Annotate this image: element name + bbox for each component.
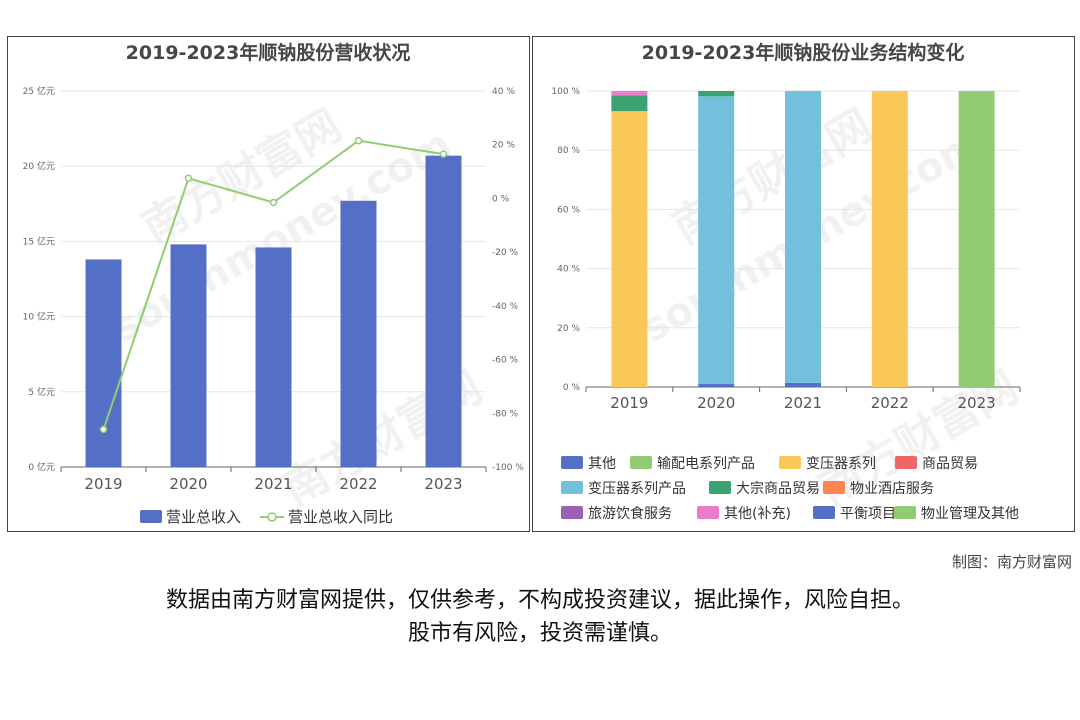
chart-title: 2019-2023年顺钠股份业务结构变化 xyxy=(642,41,965,64)
legend-swatch xyxy=(630,456,652,469)
y-left-tick-label: 25 亿元 xyxy=(23,85,55,97)
legend-swatch xyxy=(561,456,583,469)
y-tick-label: 40 % xyxy=(557,265,580,275)
legend-swatch xyxy=(697,506,719,519)
legend-label: 大宗商品贸易 xyxy=(736,481,820,497)
x-tick-label: 2023 xyxy=(424,475,462,493)
y-tick-label: 100 % xyxy=(551,87,580,97)
business-structure-chart: 南方财富网southmoney.com南方财富网2019-2023年顺钠股份业务… xyxy=(551,41,1026,522)
y-tick-label: 20 % xyxy=(557,324,580,334)
stack-segment xyxy=(611,91,648,96)
stack-segment xyxy=(611,95,648,112)
revenue-chart: 南方财富网southmoney.com南方财富网2019-2023年顺钠股份营收… xyxy=(23,41,525,526)
legend-swatch xyxy=(779,456,801,469)
y-tick-label: 0 % xyxy=(563,383,581,393)
yoy-point xyxy=(269,198,278,207)
y-left-tick-label: 0 亿元 xyxy=(28,461,55,473)
y-left-tick-label: 20 亿元 xyxy=(23,160,55,172)
stack-segment xyxy=(698,384,735,387)
legend: 营业总收入 营业总收入同比 xyxy=(140,508,393,526)
x-tick-label: 2022 xyxy=(871,394,909,412)
stack-segment xyxy=(611,111,648,388)
x-tick-label: 2021 xyxy=(254,475,292,493)
legend-label-revenue: 营业总收入 xyxy=(166,508,241,526)
chart-credit: 制图：南方财富网 xyxy=(951,553,1072,571)
legend-label: 旅游饮食服务 xyxy=(588,505,672,522)
legend-swatch xyxy=(894,506,916,519)
revenue-bar xyxy=(85,259,122,467)
legend-marker-yoy xyxy=(267,512,277,522)
y-left-tick-label: 10 亿元 xyxy=(23,311,55,323)
y-right-tick-label: -20 % xyxy=(492,248,519,258)
y-right-tick-label: -80 % xyxy=(492,409,519,419)
legend-swatch xyxy=(561,506,583,519)
x-tick-label: 2023 xyxy=(958,394,996,412)
legend-label: 物业酒店服务 xyxy=(850,481,934,497)
stack-segment xyxy=(958,91,995,387)
stack-segment xyxy=(785,91,821,383)
legend-label: 物业管理及其他 xyxy=(921,506,1019,522)
legend-label: 其他(补充) xyxy=(724,506,791,522)
stack-segment xyxy=(785,382,821,387)
yoy-point xyxy=(354,136,363,145)
legend-label-yoy: 营业总收入同比 xyxy=(288,508,393,526)
y-right-tick-label: -100 % xyxy=(492,463,524,473)
legend-label: 其他 xyxy=(588,456,616,472)
x-tick-label: 2019 xyxy=(610,394,648,412)
x-tick-label: 2020 xyxy=(169,475,207,493)
y-left-tick-label: 5 亿元 xyxy=(28,386,55,398)
x-tick-label: 2021 xyxy=(784,394,822,412)
revenue-bar xyxy=(340,200,377,468)
y-right-tick-label: 20 % xyxy=(492,141,515,151)
stack-segment xyxy=(871,91,908,387)
chart-title: 2019-2023年顺钠股份营收状况 xyxy=(126,41,411,64)
disclaimer-line-1: 数据由南方财富网提供，仅供参考，不构成投资建议，据此操作，风险自担。 xyxy=(165,588,914,613)
legend-label: 变压器系列 xyxy=(806,456,876,472)
legend-label: 平衡项目 xyxy=(840,506,896,522)
yoy-point xyxy=(439,150,448,158)
y-right-tick-label: 40 % xyxy=(492,87,515,97)
revenue-bar xyxy=(255,247,292,467)
legend-swatch xyxy=(895,456,917,469)
legend-label: 输配电系列产品 xyxy=(657,456,755,472)
revenue-bar xyxy=(425,155,462,467)
y-tick-label: 60 % xyxy=(557,205,580,215)
disclaimer-line-2: 股市有风险，投资需谨慎。 xyxy=(407,621,672,646)
x-tick-label: 2020 xyxy=(697,394,735,412)
x-tick-label: 2022 xyxy=(339,475,377,493)
y-right-tick-label: 0 % xyxy=(492,194,510,204)
legend-swatch xyxy=(709,481,731,494)
yoy-point xyxy=(184,174,193,183)
revenue-chart-panel: 南方财富网 southmoney.com 南方财富网 2019-2023年顺钠股份营收… xyxy=(7,36,530,532)
x-tick-label: 2019 xyxy=(84,475,122,493)
y-right-tick-label: -40 % xyxy=(492,302,519,312)
legend-swatch xyxy=(823,481,845,494)
y-right-tick-label: -60 % xyxy=(492,356,519,366)
legend-swatch xyxy=(561,481,583,494)
business-structure-chart-panel: 南方财富网southmoney.com南方财富网2019-2023年顺钠股份业务… xyxy=(532,36,1075,532)
stack-segment xyxy=(698,96,735,385)
legend-label: 变压器系列产品 xyxy=(588,481,686,497)
legend-swatch-revenue xyxy=(140,510,162,523)
legend-swatch xyxy=(813,506,835,519)
legend-label: 商品贸易 xyxy=(922,456,978,472)
y-left-tick-label: 15 亿元 xyxy=(23,235,55,247)
yoy-point xyxy=(99,425,108,434)
revenue-bar xyxy=(170,244,207,467)
stack-segment xyxy=(698,91,735,97)
y-tick-label: 80 % xyxy=(557,146,580,156)
